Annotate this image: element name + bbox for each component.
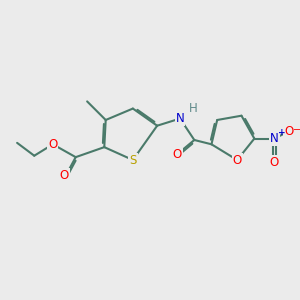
Text: O: O bbox=[284, 125, 293, 138]
Text: O: O bbox=[270, 156, 279, 170]
Text: O: O bbox=[48, 138, 58, 151]
Text: N: N bbox=[270, 132, 279, 145]
Text: O: O bbox=[232, 154, 242, 166]
Text: N: N bbox=[176, 112, 184, 125]
Text: S: S bbox=[129, 154, 137, 166]
Text: O: O bbox=[172, 148, 182, 161]
Text: −: − bbox=[293, 125, 300, 135]
Text: O: O bbox=[60, 169, 69, 182]
Text: +: + bbox=[278, 128, 285, 137]
Text: H: H bbox=[188, 102, 197, 115]
